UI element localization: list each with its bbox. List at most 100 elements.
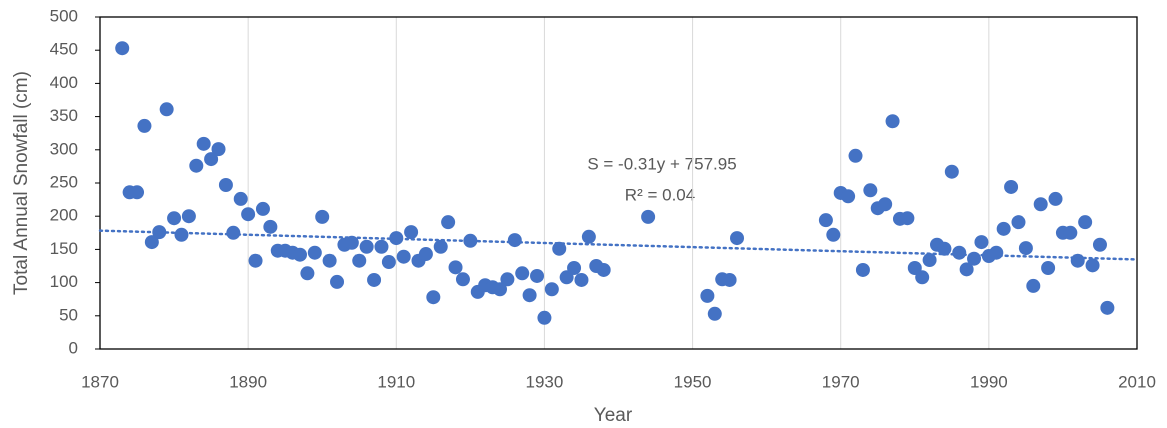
point bbox=[530, 268, 545, 283]
plot-border bbox=[99, 16, 1138, 350]
r-squared: R² = 0.04 bbox=[625, 185, 695, 204]
point bbox=[115, 41, 130, 56]
y-tick-label: 350 bbox=[50, 106, 78, 125]
point bbox=[455, 272, 470, 287]
point bbox=[381, 255, 396, 270]
point bbox=[255, 201, 270, 216]
point bbox=[641, 209, 656, 224]
point bbox=[300, 266, 315, 281]
point bbox=[1078, 215, 1093, 230]
point bbox=[937, 241, 952, 256]
point bbox=[841, 189, 856, 204]
y-tick-label: 300 bbox=[50, 139, 78, 158]
point bbox=[418, 247, 433, 262]
point bbox=[996, 221, 1011, 236]
x-tick-label: 1890 bbox=[229, 372, 267, 391]
point bbox=[1085, 258, 1100, 273]
y-tick-label: 200 bbox=[50, 206, 78, 225]
point bbox=[848, 148, 863, 163]
trend-equation: S = -0.31y + 757.95 bbox=[587, 154, 736, 173]
point bbox=[900, 211, 915, 226]
point bbox=[144, 235, 159, 250]
x-tick-label: 1970 bbox=[822, 372, 860, 391]
trendline bbox=[98, 229, 1139, 261]
y-tick-label: 400 bbox=[50, 73, 78, 92]
point bbox=[500, 272, 515, 287]
x-tick-label: 1870 bbox=[81, 372, 119, 391]
point bbox=[1092, 237, 1107, 252]
point bbox=[922, 253, 937, 268]
point bbox=[367, 272, 382, 287]
point bbox=[189, 158, 204, 173]
point bbox=[730, 231, 745, 246]
y-tick-label: 150 bbox=[50, 239, 78, 258]
point bbox=[330, 274, 345, 289]
point bbox=[352, 253, 367, 268]
point bbox=[878, 197, 893, 212]
point bbox=[404, 225, 419, 240]
point bbox=[1004, 179, 1019, 194]
point bbox=[433, 239, 448, 254]
point bbox=[1041, 260, 1056, 275]
point bbox=[707, 306, 722, 321]
point bbox=[137, 118, 152, 133]
point bbox=[1070, 253, 1085, 268]
point bbox=[492, 282, 507, 297]
point bbox=[292, 247, 307, 262]
y-axis-title: Total Annual Snowfall (cm) bbox=[11, 71, 32, 295]
point bbox=[855, 262, 870, 277]
point bbox=[863, 183, 878, 198]
x-axis-title: Year bbox=[594, 405, 633, 426]
point bbox=[826, 227, 841, 242]
point bbox=[952, 245, 967, 260]
x-tick-label: 1910 bbox=[377, 372, 415, 391]
point bbox=[263, 219, 278, 234]
x-tick-label: 2010 bbox=[1118, 372, 1156, 391]
point bbox=[537, 310, 552, 325]
point bbox=[522, 288, 537, 303]
point bbox=[722, 272, 737, 287]
point bbox=[544, 282, 559, 297]
point bbox=[448, 260, 463, 275]
point bbox=[159, 102, 174, 117]
point bbox=[915, 270, 930, 285]
point bbox=[581, 229, 596, 244]
point bbox=[515, 266, 530, 281]
point bbox=[241, 207, 256, 222]
point bbox=[315, 209, 330, 224]
point bbox=[1011, 215, 1026, 230]
point bbox=[1033, 197, 1048, 212]
point bbox=[167, 211, 182, 226]
y-tick-label: 0 bbox=[69, 338, 78, 357]
y-tick-label: 500 bbox=[50, 6, 78, 25]
point bbox=[1018, 241, 1033, 256]
point bbox=[226, 225, 241, 240]
point bbox=[552, 241, 567, 256]
point bbox=[959, 262, 974, 277]
y-tick-label: 450 bbox=[50, 40, 78, 59]
point bbox=[218, 177, 233, 192]
point bbox=[567, 260, 582, 275]
point bbox=[944, 164, 959, 179]
y-tick-label: 50 bbox=[59, 305, 78, 324]
point bbox=[885, 114, 900, 129]
point bbox=[1063, 225, 1078, 240]
y-tick-label: 100 bbox=[50, 272, 78, 291]
point bbox=[574, 272, 589, 287]
point bbox=[174, 227, 189, 242]
x-tick-label: 1990 bbox=[970, 372, 1008, 391]
x-tick-label: 1950 bbox=[674, 372, 712, 391]
point bbox=[596, 262, 611, 277]
point bbox=[344, 235, 359, 250]
x-tick-label: 1930 bbox=[526, 372, 564, 391]
point bbox=[130, 185, 145, 200]
point bbox=[1048, 191, 1063, 206]
point bbox=[204, 152, 219, 167]
point bbox=[211, 142, 226, 157]
point bbox=[196, 136, 211, 151]
point bbox=[700, 288, 715, 303]
point bbox=[507, 233, 522, 248]
point bbox=[322, 253, 337, 268]
point bbox=[374, 239, 389, 254]
